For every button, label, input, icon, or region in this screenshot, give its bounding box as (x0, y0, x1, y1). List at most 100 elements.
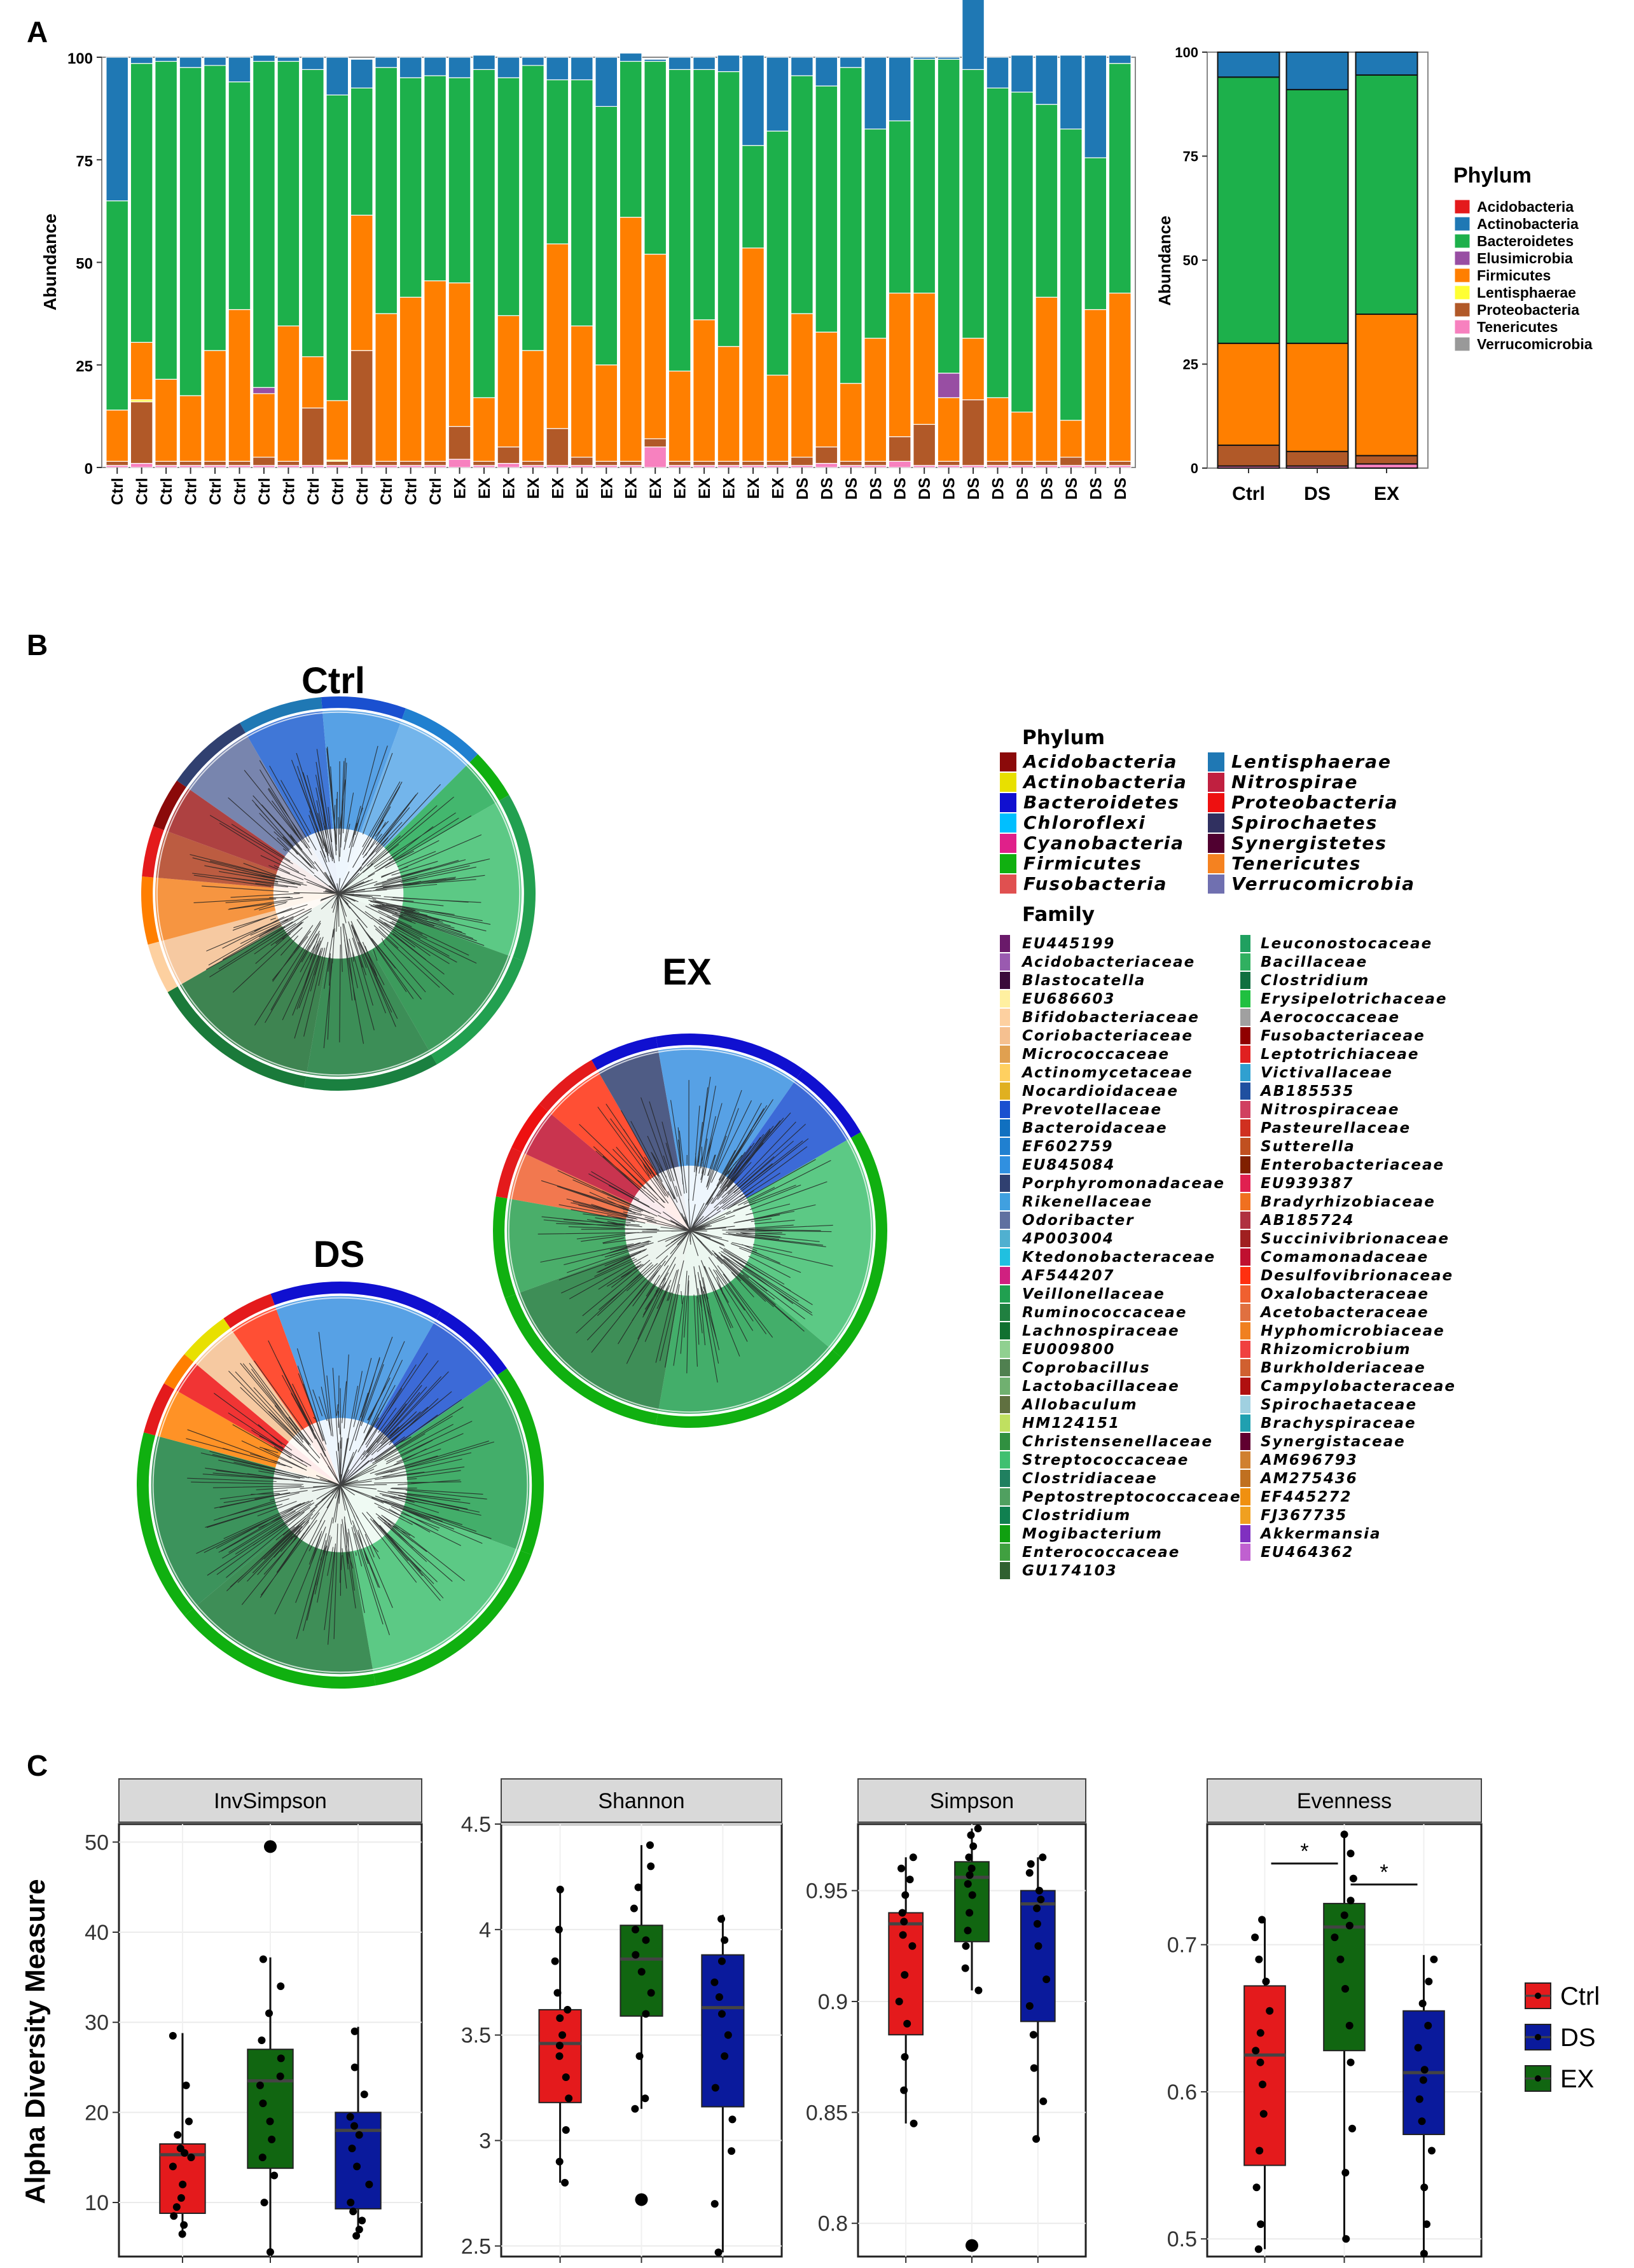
c-ytick-label: 3 (479, 2129, 491, 2154)
c-point (277, 2054, 285, 2063)
b-legend-phylum-swatch (1000, 854, 1016, 873)
a-left-bar-segment (350, 214, 373, 351)
c-point (1033, 1919, 1041, 1928)
a-left-bar-segment (130, 401, 153, 464)
b-legend-family-label: Leuconostocaceae (1261, 936, 1432, 952)
b-legend-family-label: Bacteroidaceae (1022, 1120, 1168, 1137)
c-point (967, 1831, 975, 1839)
a-left-bar-segment (106, 57, 129, 202)
c-point (647, 1989, 655, 1997)
a-left-bar-segment (228, 81, 251, 310)
c-ytick-label: 0.7 (1167, 1933, 1197, 1958)
c-point (1262, 1977, 1270, 1986)
a-left-bar-segment (888, 57, 911, 121)
c-point (174, 2131, 182, 2139)
c-point (717, 2010, 726, 2018)
b-legend-family-swatch (1000, 1267, 1010, 1284)
a-legend-label: Verrucomicrobia (1477, 336, 1593, 352)
b-legend-phylum-label: Chloroflexi (1023, 812, 1146, 833)
b-legend-family-swatch (1000, 1304, 1010, 1321)
a-left-bar-segment (253, 387, 275, 394)
a-left-bar-segment (595, 57, 618, 107)
tree-outer-ring-segment (832, 1132, 887, 1358)
c-point (185, 2117, 193, 2126)
b-legend-family-label: Nitrospiraceae (1261, 1102, 1400, 1118)
c-point (899, 1931, 907, 1939)
b-legend-phylum-label: Proteobacteria (1231, 792, 1399, 813)
c-point (728, 2115, 737, 2124)
b-legend-family-label: EU686603 (1022, 991, 1115, 1007)
b-legend-family-swatch (1240, 1156, 1250, 1173)
c-point (553, 1989, 562, 1997)
c-point (906, 1876, 914, 1884)
a-right-bar-segment (1285, 88, 1349, 344)
a-left-bar-segment (986, 397, 1009, 462)
c-point (1256, 2147, 1264, 2155)
a-left-bar-segment (228, 57, 251, 83)
tree-clade-wedge (506, 1198, 690, 1294)
c-point (258, 2036, 266, 2044)
c-legend-swatch-dot (1535, 2034, 1541, 2040)
b-legend-family-swatch (1000, 1525, 1010, 1542)
c-point (1033, 1904, 1041, 1912)
a-right-ytick-label: 0 (1191, 460, 1198, 476)
b-legend-family-swatch (1240, 1230, 1250, 1247)
c-point (969, 1842, 978, 1850)
c-point (1418, 2117, 1426, 2126)
a-left-xtick-label: EX (452, 478, 469, 499)
b-legend-phylum-swatch (1000, 773, 1016, 792)
b-legend-family-swatch (1000, 1156, 1010, 1173)
a-legend-swatch (1454, 268, 1471, 283)
panel-label-a: A (27, 15, 48, 48)
c-point (895, 1997, 903, 2005)
c-ytick-label: 10 (85, 2191, 109, 2215)
a-right-xtick-label: DS (1304, 483, 1331, 504)
c-ytick-label: 0.9 (818, 1990, 848, 2014)
c-point (355, 2225, 363, 2234)
a-left-bar-segment (301, 57, 324, 70)
c-point (641, 2094, 649, 2103)
a-left-bar-segment (913, 424, 936, 466)
b-legend-family-label: Fusobacteriaceae (1261, 1028, 1425, 1044)
c-point (1340, 1830, 1348, 1839)
c-point (258, 2154, 267, 2162)
b-legend-family-label: Peptostreptococcaceae (1022, 1489, 1242, 1505)
b-legend-family-label: AB185724 (1259, 1212, 1354, 1229)
a-left-bar-segment (473, 69, 495, 398)
b-legend-family-swatch (1000, 1359, 1010, 1376)
c-point (966, 1871, 974, 1879)
b-legend-family-label: Brachyspiraceae (1261, 1415, 1416, 1432)
b-legend-family-swatch (1240, 1507, 1250, 1524)
c-point (555, 2157, 564, 2166)
b-legend-family-label: GU174103 (1022, 1563, 1118, 1579)
b-legend-family-label: EU464362 (1261, 1544, 1354, 1561)
a-left-bar-segment (913, 59, 936, 294)
a-left-bar-segment (1059, 55, 1083, 130)
b-legend-phylum-label: Verrucomicrobia (1231, 873, 1415, 894)
a-left-bar-segment (1011, 92, 1034, 413)
b-legend-family-swatch (1000, 1378, 1010, 1395)
b-legend-phylum-swatch (1000, 813, 1016, 833)
c-legend-label: Ctrl (1560, 1982, 1600, 2010)
a-left-ylabel: Abundance (40, 214, 60, 310)
tree-outer-ring-segment (137, 1432, 194, 1616)
c-ytick-label: 0.8 (818, 2212, 848, 2236)
c-ytick-label: 3.5 (461, 2024, 491, 2048)
c-box (247, 2049, 294, 2169)
c-point (1420, 2183, 1429, 2192)
b-legend-family-swatch (1240, 935, 1250, 952)
a-left-bar-segment (839, 67, 862, 384)
a-right-ylabel: Abundance (1155, 216, 1174, 306)
c-ytick-label: 40 (85, 1921, 109, 1945)
a-left-bar-segment (546, 243, 569, 429)
c-point (967, 1864, 976, 1872)
c-point (1035, 1886, 1044, 1895)
a-legend-swatch (1454, 199, 1471, 214)
a-right-bar-segment (1217, 76, 1280, 344)
b-legend-family-swatch (1240, 1488, 1250, 1505)
b-legend-family-label: EU009800 (1022, 1341, 1115, 1358)
c-point (1256, 2058, 1264, 2066)
c-point (964, 1926, 972, 1935)
c-point (551, 1957, 559, 1965)
b-legend-family-label: Clostridium (1022, 1507, 1131, 1524)
